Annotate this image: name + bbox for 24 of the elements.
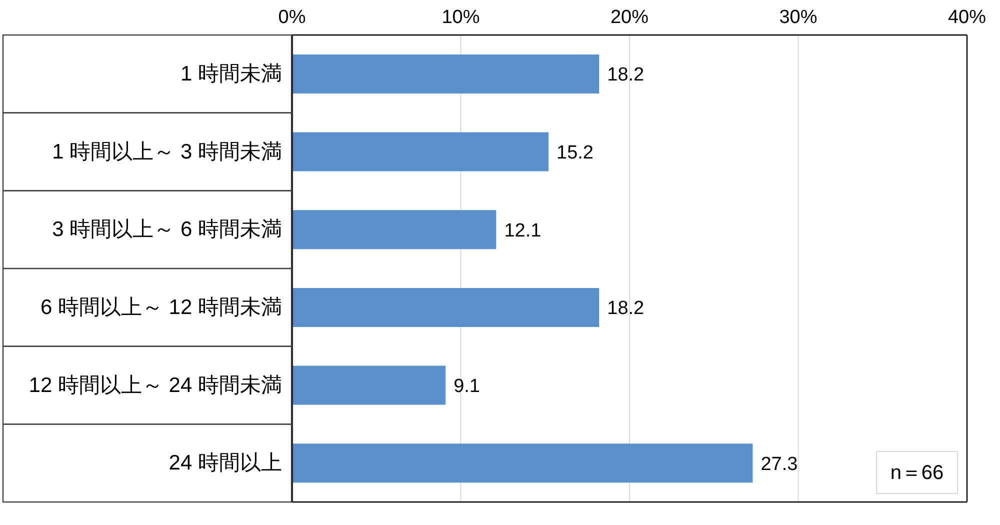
bar	[292, 132, 548, 172]
x-tick-label: 0%	[278, 7, 306, 28]
data-label: 27.3	[760, 454, 798, 475]
y-tick-label: 12 時間以上～ 24 時間未満	[28, 374, 282, 397]
data-label: 12.1	[504, 220, 542, 242]
data-label: 15.2	[556, 142, 594, 164]
annotation: n＝66	[876, 451, 958, 494]
data-label: 18.2	[607, 298, 644, 320]
x-tick-label: 30%	[779, 7, 818, 28]
bar	[292, 210, 496, 250]
data-label: 9.1	[454, 376, 480, 398]
y-tick-label: 24 時間以上	[168, 452, 282, 475]
y-tick-label: 1 時間未満	[180, 62, 282, 86]
y-tick-label: 6 時間以上～ 12 時間未満	[40, 296, 282, 319]
x-tick-label: 40%	[948, 7, 986, 28]
bar	[292, 366, 446, 405]
bar	[292, 54, 600, 94]
x-tick-label: 20%	[610, 7, 649, 28]
bar	[292, 444, 753, 483]
y-tick-label: 1 時間以上～ 3 時間未満	[52, 140, 282, 164]
bar	[292, 288, 600, 327]
data-label: 18.2	[607, 64, 644, 86]
x-tick-label: 10%	[442, 7, 480, 28]
y-tick-label: 3 時間以上～ 6 時間未満	[52, 218, 282, 242]
